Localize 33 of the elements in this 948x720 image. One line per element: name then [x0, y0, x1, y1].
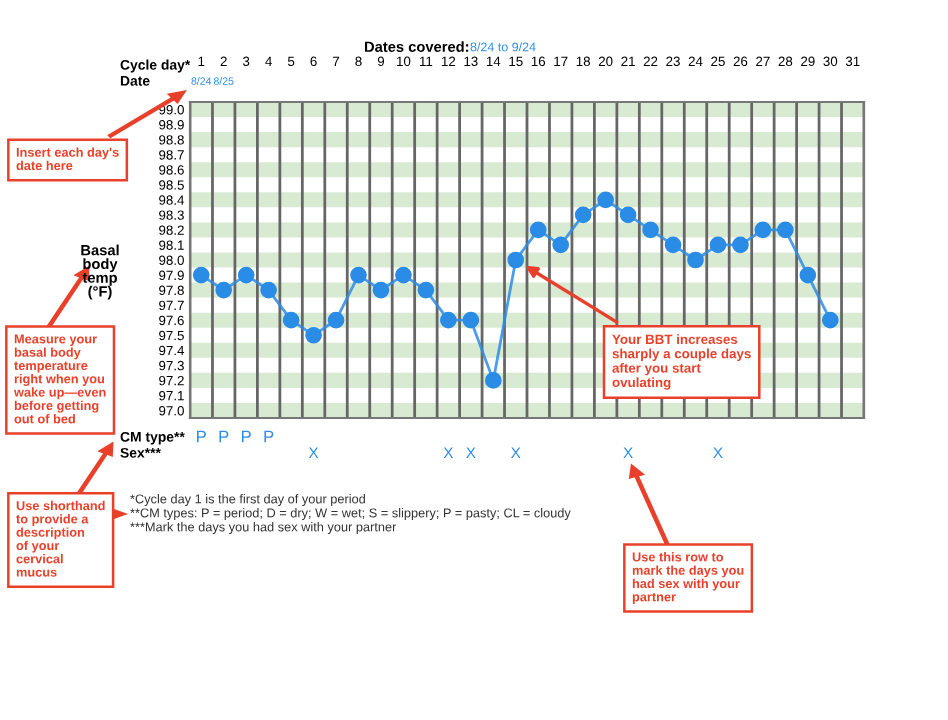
- point: [777, 221, 794, 239]
- point: [260, 281, 277, 299]
- point: [237, 266, 255, 284]
- point: [507, 251, 525, 269]
- point: [484, 372, 502, 389]
- point: [754, 221, 772, 239]
- text: P: [219, 430, 229, 443]
- point: [192, 266, 210, 284]
- point: [350, 266, 367, 284]
- point: [529, 221, 547, 239]
- point: [372, 281, 390, 299]
- point: [462, 311, 480, 329]
- point: [687, 251, 704, 269]
- text: P: [197, 430, 206, 443]
- text: P: [241, 430, 251, 443]
- text: P: [264, 430, 274, 443]
- point: [282, 311, 300, 329]
- point: [552, 236, 570, 254]
- point: [305, 326, 322, 344]
- point: [664, 236, 682, 254]
- point: [440, 311, 457, 329]
- point: [732, 236, 749, 254]
- point: [597, 191, 614, 209]
- point: [821, 311, 839, 329]
- point: [417, 281, 435, 299]
- point: [799, 266, 817, 284]
- point: [395, 266, 412, 284]
- point: [327, 311, 345, 329]
- point: [709, 236, 727, 254]
- point: [619, 206, 637, 224]
- point: [642, 221, 659, 239]
- point: [574, 206, 592, 224]
- point: [215, 281, 233, 299]
